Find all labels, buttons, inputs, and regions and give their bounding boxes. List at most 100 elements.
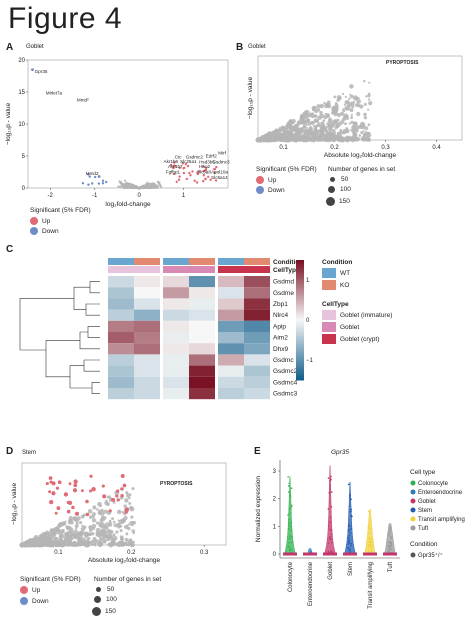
y-axis-label: Normalized expression <box>255 476 262 542</box>
panel-d-size-title: Number of genes in set <box>94 576 162 583</box>
data-point <box>300 137 304 141</box>
data-point-up <box>188 171 191 175</box>
colorbar-segment <box>296 340 304 343</box>
data-point <box>341 117 346 122</box>
panel-b-subtitle: Goblet <box>248 44 266 50</box>
data-point <box>319 110 323 115</box>
data-point-up <box>49 480 53 484</box>
x-tick-label: 0.2 <box>330 145 339 151</box>
heatmap-cell <box>108 354 134 366</box>
data-point-up <box>122 483 127 488</box>
gene-row-label: Gsdmc4 <box>273 379 298 386</box>
data-point <box>388 547 391 550</box>
data-point <box>328 117 332 121</box>
colorbar-segment <box>296 352 304 355</box>
data-point <box>288 537 291 540</box>
gene-label: Mirlet7a <box>46 91 63 96</box>
heatmap-cell <box>163 298 189 310</box>
up-dot-icon <box>30 217 38 225</box>
heatmap-cell <box>244 287 270 299</box>
data-point-up <box>120 473 125 478</box>
data-point-up <box>174 164 177 168</box>
heatmap-cell <box>218 320 244 332</box>
colorbar-tick-label: 0 <box>306 318 310 324</box>
data-point <box>317 115 322 121</box>
data-point <box>151 182 154 185</box>
heatmap-cell <box>244 343 270 355</box>
data-point <box>275 135 279 138</box>
colorbar-segment <box>296 320 304 323</box>
data-point <box>325 130 328 133</box>
legend-celltype-label: Goblet (immature) <box>340 312 392 319</box>
data-point <box>370 548 372 550</box>
y-tick-label: 5 <box>22 154 26 160</box>
data-point <box>88 532 92 537</box>
heatmap-cell <box>108 309 134 321</box>
data-point <box>367 545 370 548</box>
data-point <box>349 84 354 89</box>
heatmap-cell <box>189 343 215 355</box>
data-point <box>123 504 127 508</box>
y-axis-label: −log₁₀p - value <box>11 482 18 525</box>
data-point <box>290 506 293 508</box>
data-point <box>119 185 122 188</box>
data-point <box>367 527 370 529</box>
data-point <box>288 549 291 551</box>
data-point <box>115 530 119 534</box>
y-tick-label: 0 <box>273 552 277 558</box>
colorbar-segment <box>296 260 304 263</box>
data-point <box>329 528 331 531</box>
legend-up-a: Up <box>30 217 50 225</box>
data-point-up <box>48 476 53 480</box>
data-point-up <box>51 491 56 496</box>
data-point <box>342 109 346 113</box>
data-point <box>125 498 128 501</box>
heatmap-cell <box>218 376 244 388</box>
gene-label: Hao2 <box>199 164 210 169</box>
colorbar-segment <box>296 306 304 309</box>
data-point <box>349 108 354 113</box>
y-tick-label: 0 <box>22 186 26 192</box>
data-point <box>347 540 350 543</box>
colorbar-segment <box>296 276 304 279</box>
data-point-up <box>57 480 62 485</box>
data-point <box>324 113 327 116</box>
x-category-label: Goblet <box>328 562 334 580</box>
data-point <box>96 532 102 538</box>
data-point <box>277 138 280 141</box>
data-point <box>310 128 314 132</box>
data-point <box>74 527 78 530</box>
legend-dot <box>410 525 416 531</box>
heatmap-cell <box>189 376 215 388</box>
data-point <box>356 111 361 117</box>
data-point <box>368 98 371 101</box>
data-point <box>152 184 155 187</box>
data-point <box>350 527 353 530</box>
data-point-up <box>74 511 79 516</box>
gene-row-label: Gsdmc3 <box>273 391 298 398</box>
data-point <box>367 544 370 547</box>
data-point <box>367 108 370 111</box>
legend-dot <box>410 480 416 486</box>
y-axis-label: −log₁₀p - value <box>5 102 12 145</box>
data-point <box>347 547 350 549</box>
colorbar-segment <box>296 294 304 297</box>
data-point-up <box>102 494 107 499</box>
data-point-up <box>108 509 112 513</box>
dendrogram-branch <box>45 340 80 378</box>
heatmap-cell <box>163 343 189 355</box>
data-point <box>73 529 78 534</box>
data-point <box>286 123 290 127</box>
colorbar-segment <box>296 282 304 285</box>
data-point <box>47 531 53 537</box>
panel-label-a: A <box>6 42 14 53</box>
data-point <box>125 539 128 542</box>
data-point <box>350 120 354 124</box>
data-point <box>266 134 270 139</box>
colorbar-segment <box>296 378 304 381</box>
data-point <box>327 103 331 108</box>
data-point <box>111 517 115 521</box>
data-point <box>354 96 359 101</box>
data-point <box>309 126 312 129</box>
violin-shape <box>284 476 296 555</box>
